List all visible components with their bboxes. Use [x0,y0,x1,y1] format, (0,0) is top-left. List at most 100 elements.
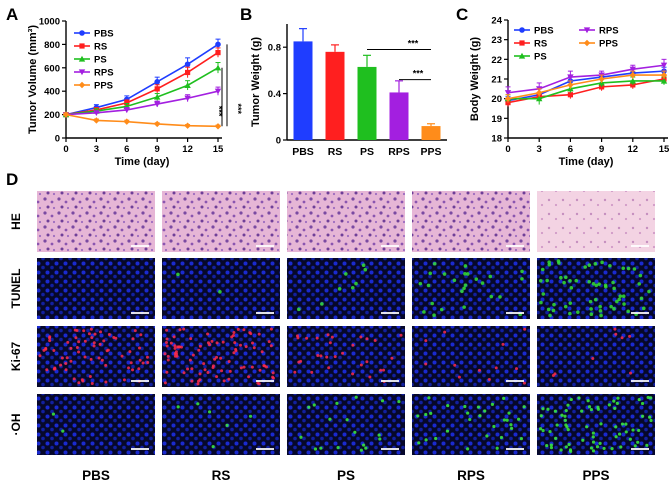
stain-spot [598,441,602,446]
stain-spot [176,405,180,409]
stain-spot [430,301,435,306]
stain-spot [466,447,470,451]
legend-label-rps: RPS [599,26,619,37]
micrograph-oh-ps [287,394,405,455]
stain-spot [203,368,207,372]
stain-spot [312,403,316,407]
stain-spot [77,350,81,354]
data-point-ps [536,95,543,102]
stain-spot [319,446,323,450]
y-tick-label: 0.4 [268,89,282,100]
stain-spot [307,405,311,409]
stain-spot [509,426,514,430]
panel-label-d: D [6,170,18,189]
stain-spot [365,360,369,364]
stain-spot [190,367,194,371]
stain-spot [310,370,314,374]
stain-spot [478,414,482,418]
stain-spot [207,410,212,414]
stain-spot [599,313,603,318]
stain-spot [296,307,301,312]
stain-spot [131,368,135,372]
stain-spot [539,414,543,418]
data-point-rps [660,62,668,69]
micrograph-ki67-pps [537,326,655,387]
y-tick-label: 0 [276,136,281,147]
stain-spot [178,345,182,349]
stain-spot [568,301,573,305]
data-point-pps [536,89,543,96]
stain-spot [88,375,92,379]
stain-spot [546,307,551,312]
stain-spot [100,358,104,362]
stain-spot [468,417,472,422]
stain-spot [581,438,585,442]
stain-spot [427,396,431,400]
stain-spot [616,396,620,400]
legend-label-pps: PPS [94,81,113,92]
stain-spot [362,443,366,447]
stain-spot [563,304,568,309]
stain-spot [499,435,504,440]
stain-spot [624,422,628,426]
stain-spot [146,361,150,365]
y-axis-label: Body Weight (g) [469,37,481,121]
stain-spot [588,299,593,304]
stain-spot [188,358,192,362]
stain-spot [452,278,457,283]
stain-spot [325,355,329,359]
x-tick-label: 9 [599,144,604,155]
stain-spot [82,329,86,333]
stain-spot [548,429,552,434]
stain-spot [612,286,616,291]
stain-spot [541,292,546,296]
stain-spot [373,338,377,342]
stain-spot [555,423,559,427]
stain-spot [319,354,323,358]
stain-spot [587,263,592,267]
stain-spot [618,294,623,298]
stain-spot [611,280,615,285]
data-point-pps [567,81,574,89]
stain-spot [228,369,232,373]
stain-spot [354,395,358,399]
stain-spot [202,362,206,366]
legend-label-pbs: PBS [534,26,554,37]
stain-spot [617,432,622,436]
stain-spot [598,309,603,313]
panel-label-c: C [456,5,468,24]
micrograph-he-pps [537,191,655,252]
stain-spot [221,340,225,344]
stain-spot [363,267,368,272]
stain-spot [127,366,131,370]
stain-spot [313,447,318,451]
stain-spot [211,366,215,370]
stain-spot [424,438,428,442]
bar-rs [325,51,345,141]
stain-spot [649,418,653,423]
stain-spot [227,359,231,363]
stain-spot [141,361,145,365]
stain-spot [648,415,652,419]
stain-spot [295,334,299,338]
stain-spot [218,290,222,294]
stain-spot [587,279,592,284]
series-line-rs [507,78,665,104]
stain-spot [598,304,602,309]
stain-spot [361,263,366,268]
stain-spot [545,444,549,448]
stain-spot [522,381,526,385]
data-point-ps [214,64,222,71]
stain-spot [344,272,348,276]
micrograph-ki67-pbs [37,326,155,387]
stain-spot [190,379,194,383]
stain-spot [564,445,568,449]
stain-spot [589,312,594,316]
stain-spot [305,336,309,340]
data-point-pbs [184,61,191,68]
stain-spot [197,348,201,352]
chart-tumor-volume: 0 200 400 600 800 1000 0 3 6 9 12 15 Time (day) Tumor… [27,17,243,169]
stain-spot [59,363,63,367]
stain-spot [137,346,141,350]
